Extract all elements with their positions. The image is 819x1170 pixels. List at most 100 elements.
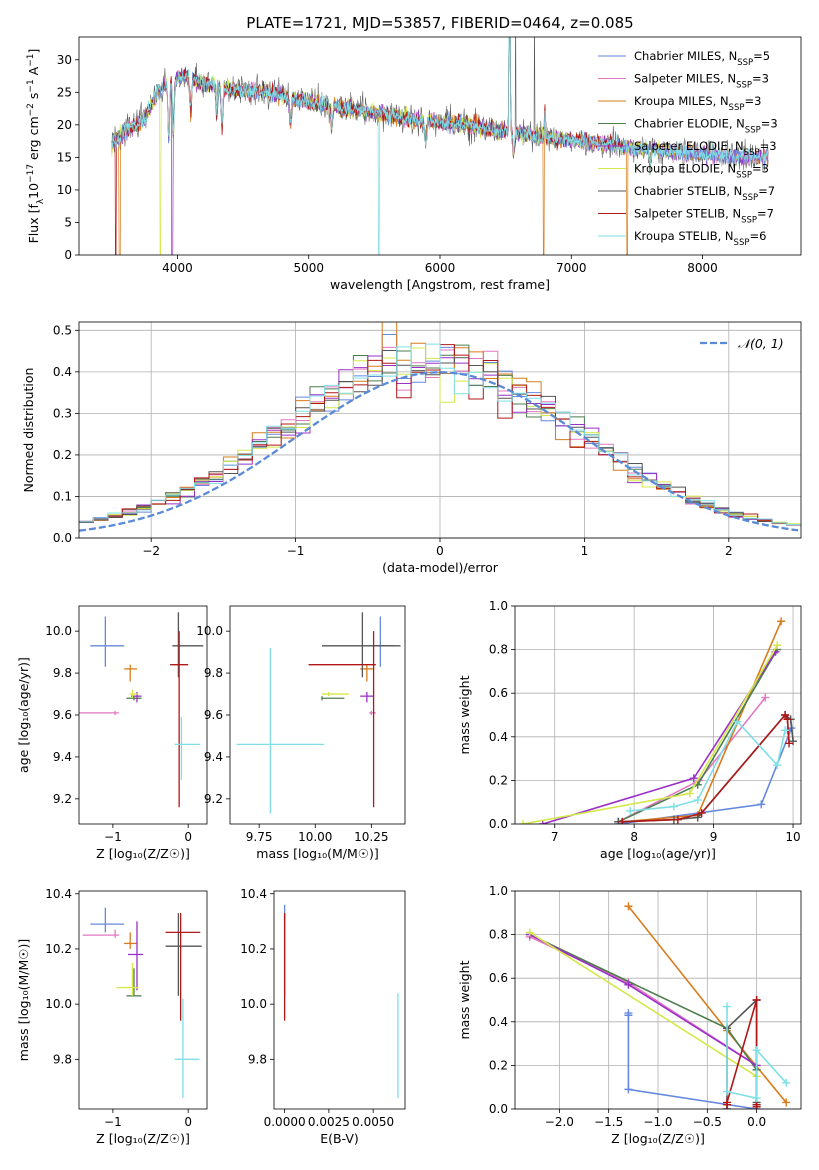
x-tick-label: 0.0 bbox=[747, 1115, 766, 1129]
plot-area-z_vs_mass bbox=[82, 907, 202, 1098]
legend-name: Salpeter STELIB, N bbox=[634, 207, 741, 221]
legend-name: Kroupa MILES, N bbox=[634, 94, 729, 108]
x-tick-label: −0.5 bbox=[693, 1115, 722, 1129]
y-tick-label: 30 bbox=[57, 53, 72, 67]
mass-weight-marker-8 bbox=[733, 717, 742, 726]
mass-weight-marker-7 bbox=[673, 815, 682, 824]
x-tick-label: 0 bbox=[436, 544, 444, 558]
y-tick-label: 10.4 bbox=[240, 887, 267, 901]
legend-sub: SSP bbox=[741, 216, 757, 226]
normal-curve bbox=[79, 371, 799, 532]
legend-name: Kroupa ELODIE, N bbox=[634, 162, 736, 176]
mass-weight-marker-7 bbox=[781, 711, 790, 719]
x-axis-label: (data-model)/error bbox=[382, 560, 499, 575]
y-axis-label: mass [log₁₀(M/M☉)] bbox=[16, 939, 31, 1061]
y-tick-label: 0.6 bbox=[489, 686, 508, 700]
axes-frame bbox=[229, 605, 406, 825]
mass-weight-marker-7 bbox=[723, 1098, 732, 1107]
x-tick-label: 8 bbox=[630, 830, 638, 844]
axes-ebv_vs_mass: 0.0000 0.0025 0.0050 9.8 10.0 10.2 10.4 E(B-V) bbox=[240, 887, 406, 1146]
y-tick-label: 9.4 bbox=[204, 750, 223, 764]
figure-title: PLATE=1721, MJD=53857, FIBERID=0464, z=0… bbox=[246, 14, 633, 32]
mass-weight-line-8 bbox=[630, 720, 786, 812]
y-axis-label-part: −1 bbox=[26, 54, 36, 67]
y-tick-label: 10.2 bbox=[45, 942, 72, 956]
y-axis-label: Normed distribution bbox=[21, 368, 36, 493]
mass-weight-line-5 bbox=[522, 644, 778, 824]
axes-frame bbox=[273, 890, 406, 1110]
legend-label: Chabrier STELIB, NSSP=7 bbox=[634, 184, 775, 203]
mass-weight-line-3 bbox=[617, 649, 778, 823]
y-tick-label: 0.8 bbox=[489, 643, 508, 657]
axes-spectrum: 4000 5000 6000 7000 8000 0 5 10 15 20 25 30 waveleng… bbox=[26, 36, 802, 292]
legend-sub: SSP bbox=[736, 171, 752, 181]
y-tick-label: 0.0 bbox=[489, 1102, 508, 1116]
legend-name: Salpeter ELODIE, N bbox=[634, 139, 744, 153]
mass-weight-marker-8 bbox=[752, 1094, 761, 1103]
mass-weight-marker-5 bbox=[518, 820, 527, 824]
y-tick-label: 10.0 bbox=[240, 997, 267, 1011]
x-tick-label: 6000 bbox=[425, 261, 456, 275]
mass-weight-marker-5 bbox=[525, 928, 534, 937]
y-axis-label-part: λ bbox=[36, 198, 46, 204]
x-axis-label: age [log₁₀(age/yr)] bbox=[600, 846, 716, 861]
legend-sub: SSP bbox=[745, 126, 761, 136]
legend-nssp: =3 bbox=[752, 72, 769, 86]
legend-name: Salpeter MILES, N bbox=[634, 72, 736, 86]
y-tick-label: 9.8 bbox=[248, 1052, 267, 1066]
x-tick-label: 7 bbox=[551, 830, 559, 844]
plot-area-z_vs_massweight bbox=[525, 902, 791, 1109]
mass-weight-marker-1 bbox=[761, 693, 770, 702]
y-tick-label: 5 bbox=[64, 215, 72, 229]
y-axis-label-part: −1 bbox=[26, 79, 36, 92]
mass-weight-marker-7 bbox=[752, 1102, 761, 1109]
spectrum-line-8 bbox=[111, 37, 769, 255]
mass-weight-marker-8 bbox=[723, 1002, 732, 1011]
spectrum-line-2 bbox=[111, 37, 769, 255]
legend-label: Salpeter STELIB, NSSP=7 bbox=[634, 207, 774, 226]
y-tick-label: 0.4 bbox=[489, 730, 508, 744]
y-axis-label-part: 10 bbox=[26, 183, 41, 199]
axes-frame bbox=[78, 890, 208, 1110]
y-tick-label: 0.4 bbox=[489, 1015, 508, 1029]
mass-weight-marker-4 bbox=[538, 820, 547, 824]
mass-weight-marker-8 bbox=[781, 726, 790, 735]
mass-weight-marker-4 bbox=[689, 774, 698, 783]
mass-weight-marker-7 bbox=[697, 809, 706, 818]
legend-name: Chabrier ELODIE, N bbox=[634, 117, 745, 131]
y-axis-label: mass weight bbox=[457, 675, 472, 754]
y-tick-label: 9.4 bbox=[53, 750, 72, 764]
x-tick-label: 8000 bbox=[687, 261, 718, 275]
mass-weight-line-4 bbox=[542, 651, 777, 824]
y-tick-label: 0.0 bbox=[53, 531, 72, 545]
legend-name: Chabrier MILES, N bbox=[634, 49, 737, 63]
spectrum-line-5 bbox=[111, 37, 677, 255]
mass-weight-marker-7 bbox=[618, 817, 627, 824]
legend-label: Chabrier ELODIE, NSSP=3 bbox=[634, 117, 778, 136]
mass-weight-marker-7 bbox=[783, 715, 792, 724]
x-tick-label: 0 bbox=[184, 1115, 192, 1129]
plot-area-age_vs_massweight bbox=[518, 617, 798, 824]
y-tick-label: 15 bbox=[57, 150, 72, 164]
mass-weight-marker-0 bbox=[624, 1085, 633, 1094]
legend-sub: SSP bbox=[742, 193, 758, 203]
legend-sub: SSP bbox=[744, 148, 760, 158]
y-tick-label: 0.4 bbox=[53, 365, 72, 379]
legend-nssp: =3 bbox=[761, 117, 778, 131]
plot-area-ebv_vs_mass bbox=[283, 904, 399, 1098]
legend-nssp: =3 bbox=[752, 162, 769, 176]
x-tick-label: 7000 bbox=[556, 261, 587, 275]
legend-label: Kroupa MILES, NSSP=3 bbox=[634, 94, 761, 113]
mass-weight-marker-8 bbox=[626, 806, 635, 815]
y-tick-label: 9.2 bbox=[204, 792, 223, 806]
x-axis-label: Z [log₁₀(Z/Z☉)] bbox=[611, 1131, 705, 1146]
y-axis-label-part: −2 bbox=[26, 103, 36, 116]
x-tick-label: 0.0050 bbox=[352, 1115, 394, 1129]
axes-residuals: −2 −1 0 1 2 0.0 0.1 0.2 0.3 0.4 0.5 (data-model)/er… bbox=[21, 321, 802, 575]
y-tick-label: 0.3 bbox=[53, 406, 72, 420]
y-tick-label: 0.2 bbox=[489, 1058, 508, 1072]
mass-weight-marker-8 bbox=[773, 761, 782, 770]
mass-weight-marker-5 bbox=[685, 789, 694, 798]
